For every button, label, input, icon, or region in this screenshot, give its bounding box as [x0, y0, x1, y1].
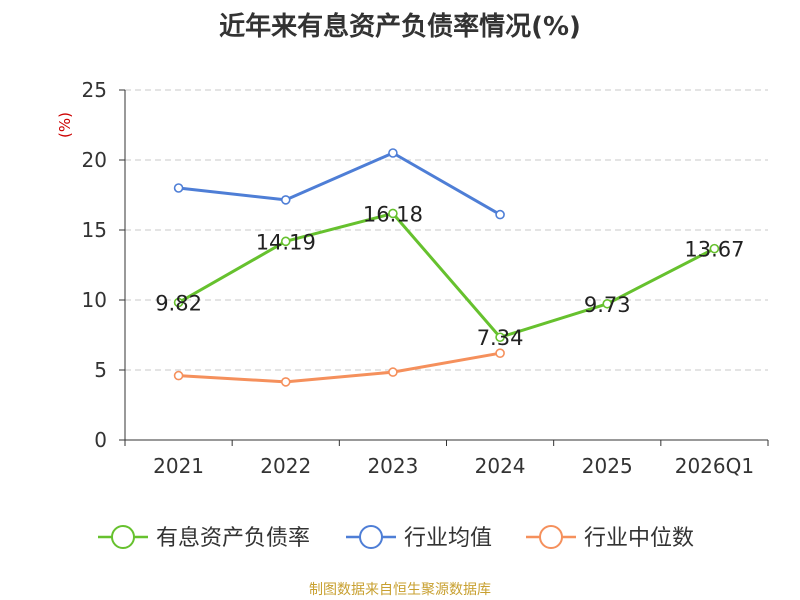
- x-tick-label: 2026Q1: [675, 454, 754, 478]
- data-label: 13.67: [684, 238, 744, 262]
- series-lines: [173, 148, 720, 387]
- legend-label: 行业均值: [404, 526, 492, 551]
- legend-marker: [359, 525, 383, 549]
- y-tick-label: 15: [82, 218, 107, 242]
- data-point: [495, 332, 505, 343]
- data-point: [602, 298, 613, 309]
- data-point: [388, 367, 398, 377]
- x-tick-label: 2021: [153, 454, 204, 478]
- legend-label: 行业中位数: [584, 526, 694, 551]
- data-point: [173, 183, 184, 193]
- data-label: 7.34: [477, 326, 524, 350]
- x-tick-label: 2024: [475, 454, 526, 478]
- y-tick-label: 20: [82, 148, 107, 172]
- series-line: [177, 211, 716, 339]
- data-point: [709, 243, 720, 254]
- y-axis-label: (%): [56, 112, 74, 138]
- data-point: [173, 370, 184, 381]
- source-note: 制图数据来自恒生聚源数据库: [309, 582, 491, 598]
- legend: 有息资产负债率 行业均值 行业中位数: [98, 525, 694, 551]
- legend-marker: [539, 525, 563, 549]
- x-tick-label: 2023: [367, 454, 418, 478]
- data-point: [495, 209, 505, 220]
- data-point: [388, 148, 398, 158]
- data-label: 14.19: [256, 230, 316, 254]
- grid-lines: [125, 89, 768, 371]
- data-point: [280, 195, 291, 205]
- chart-title: 近年来有息资产负债率情况(%): [219, 12, 581, 42]
- data-label: 9.82: [155, 292, 202, 316]
- data-label: 16.18: [363, 202, 423, 226]
- data-label: 9.73: [584, 293, 631, 317]
- legend-marker: [111, 525, 135, 549]
- data-point: [495, 348, 505, 359]
- data-point: [280, 236, 291, 247]
- data-point: [173, 297, 184, 308]
- y-tick-label: 0: [94, 428, 107, 452]
- x-tick-label: 2022: [260, 454, 311, 478]
- series-line: [178, 351, 501, 384]
- y-tick-label: 5: [94, 358, 107, 382]
- legend-label: 有息资产负债率: [156, 526, 310, 551]
- data-point: [280, 377, 291, 387]
- x-tick-label: 2025: [582, 454, 633, 478]
- series-line: [178, 151, 501, 216]
- y-tick-label: 25: [82, 78, 107, 102]
- data-labels: 9.82 14.19 16.18 7.34 9.73 13.67: [155, 202, 744, 350]
- data-point: [388, 208, 398, 219]
- y-tick-label: 10: [82, 288, 107, 312]
